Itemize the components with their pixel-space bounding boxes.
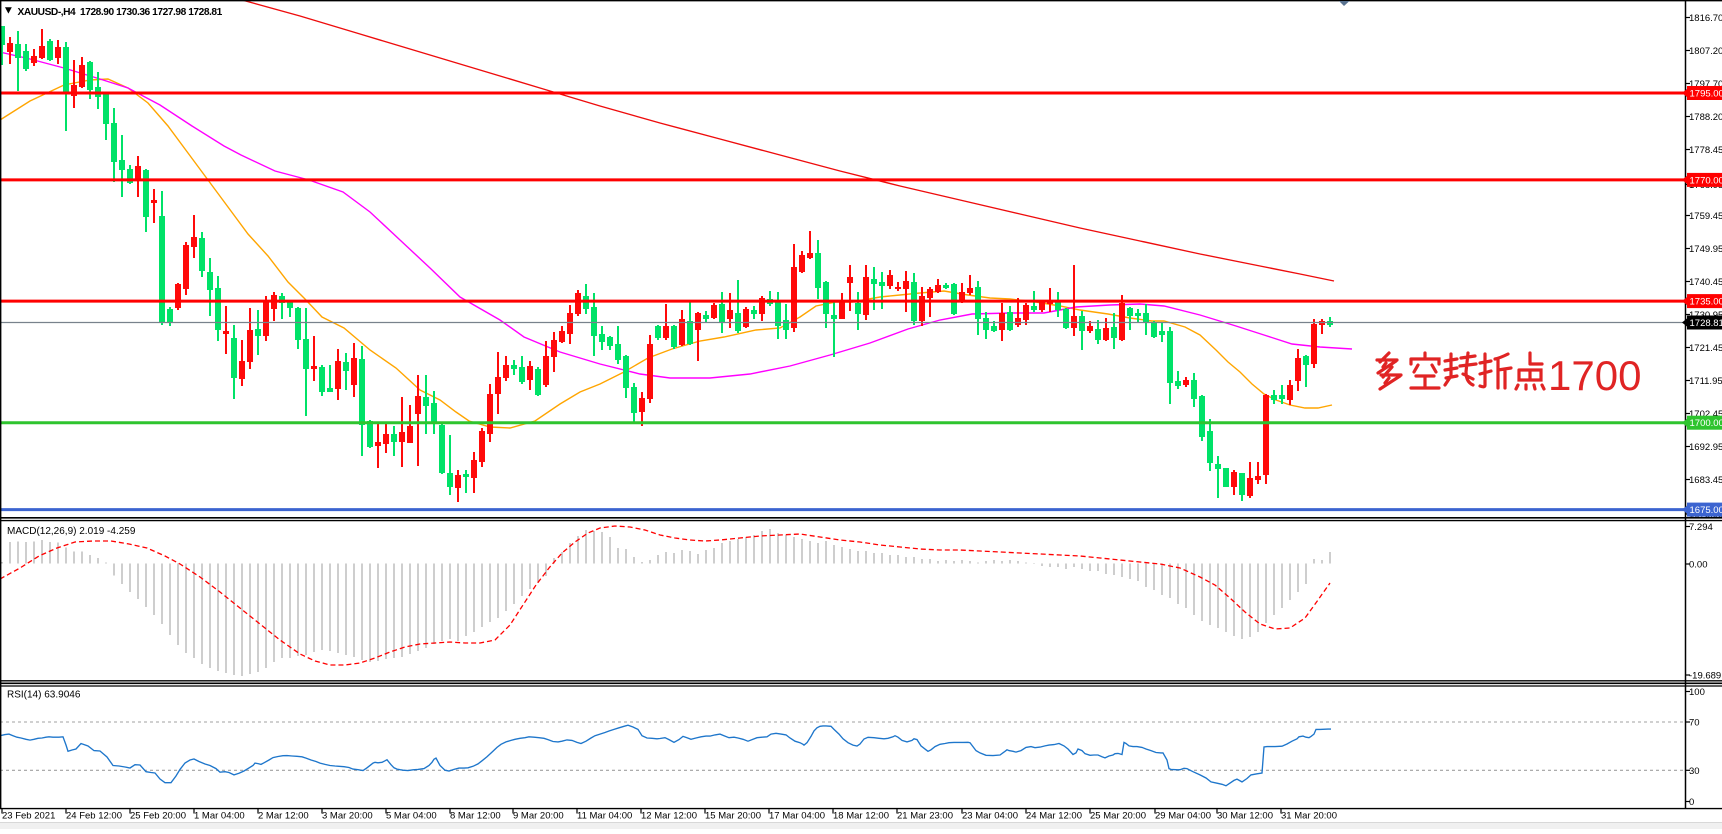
svg-text:-19.689: -19.689 bbox=[1689, 671, 1721, 682]
svg-text:1807.20: 1807.20 bbox=[1689, 46, 1722, 57]
svg-text:1711.95: 1711.95 bbox=[1689, 376, 1722, 387]
svg-text:1728.81: 1728.81 bbox=[1690, 318, 1722, 329]
svg-text:1675.00: 1675.00 bbox=[1690, 505, 1722, 516]
svg-text:2 Mar 12:00: 2 Mar 12:00 bbox=[258, 811, 309, 822]
svg-text:3 Mar 20:00: 3 Mar 20:00 bbox=[322, 811, 373, 822]
svg-text:0.00: 0.00 bbox=[1689, 560, 1708, 571]
svg-text:9 Mar 20:00: 9 Mar 20:00 bbox=[513, 811, 564, 822]
svg-text:1795.00: 1795.00 bbox=[1690, 89, 1722, 100]
svg-text:21 Mar 23:00: 21 Mar 23:00 bbox=[897, 811, 953, 822]
svg-text:25 Mar 20:00: 25 Mar 20:00 bbox=[1090, 811, 1146, 822]
svg-text:1700.00: 1700.00 bbox=[1690, 418, 1722, 429]
svg-text:MACD(12,26,9) 2.019 -4.259: MACD(12,26,9) 2.019 -4.259 bbox=[7, 526, 136, 537]
svg-text:11 Mar 04:00: 11 Mar 04:00 bbox=[577, 811, 632, 822]
svg-text:24 Mar 12:00: 24 Mar 12:00 bbox=[1026, 811, 1082, 822]
svg-text:1788.20: 1788.20 bbox=[1689, 112, 1722, 123]
svg-text:70: 70 bbox=[1689, 718, 1700, 729]
svg-text:25 Feb 20:00: 25 Feb 20:00 bbox=[130, 811, 186, 822]
svg-text:7.294: 7.294 bbox=[1689, 522, 1713, 533]
svg-text:23 Mar 04:00: 23 Mar 04:00 bbox=[962, 811, 1018, 822]
svg-text:17 Mar 04:00: 17 Mar 04:00 bbox=[769, 811, 825, 822]
svg-text:5 Mar 04:00: 5 Mar 04:00 bbox=[386, 811, 437, 822]
svg-text:18 Mar 12:00: 18 Mar 12:00 bbox=[833, 811, 889, 822]
svg-text:15 Mar 20:00: 15 Mar 20:00 bbox=[705, 811, 761, 822]
svg-text:1700: 1700 bbox=[1548, 352, 1641, 399]
svg-text:1770.00: 1770.00 bbox=[1690, 175, 1722, 186]
svg-text:1721.45: 1721.45 bbox=[1689, 343, 1722, 354]
svg-text:1735.00: 1735.00 bbox=[1690, 297, 1722, 308]
svg-text:12 Mar 12:00: 12 Mar 12:00 bbox=[641, 811, 697, 822]
svg-text:24 Feb 12:00: 24 Feb 12:00 bbox=[66, 811, 122, 822]
svg-text:1778.45: 1778.45 bbox=[1689, 145, 1722, 156]
svg-text:1740.45: 1740.45 bbox=[1689, 277, 1722, 288]
svg-text:1692.95: 1692.95 bbox=[1689, 442, 1722, 453]
svg-text:RSI(14) 63.9046: RSI(14) 63.9046 bbox=[7, 690, 81, 701]
svg-text:8 Mar 12:00: 8 Mar 12:00 bbox=[450, 811, 501, 822]
svg-text:1 Mar 04:00: 1 Mar 04:00 bbox=[194, 811, 245, 822]
svg-text:29 Mar 04:00: 29 Mar 04:00 bbox=[1155, 811, 1211, 822]
svg-text:30: 30 bbox=[1689, 766, 1700, 777]
svg-text:XAUUSD-,H4 1728.90 1730.36 17: XAUUSD-,H4 1728.90 1730.36 1727.98 1728.… bbox=[18, 7, 223, 18]
svg-text:1759.45: 1759.45 bbox=[1689, 211, 1722, 222]
svg-text:1683.45: 1683.45 bbox=[1689, 475, 1722, 486]
svg-text:23 Feb 2021: 23 Feb 2021 bbox=[2, 811, 55, 822]
svg-text:100: 100 bbox=[1689, 687, 1705, 698]
svg-text:31 Mar 20:00: 31 Mar 20:00 bbox=[1281, 811, 1337, 822]
svg-text:1816.70: 1816.70 bbox=[1689, 13, 1722, 24]
svg-text:30 Mar 12:00: 30 Mar 12:00 bbox=[1217, 811, 1273, 822]
svg-text:1749.95: 1749.95 bbox=[1689, 244, 1722, 255]
svg-text:0: 0 bbox=[1689, 797, 1694, 808]
